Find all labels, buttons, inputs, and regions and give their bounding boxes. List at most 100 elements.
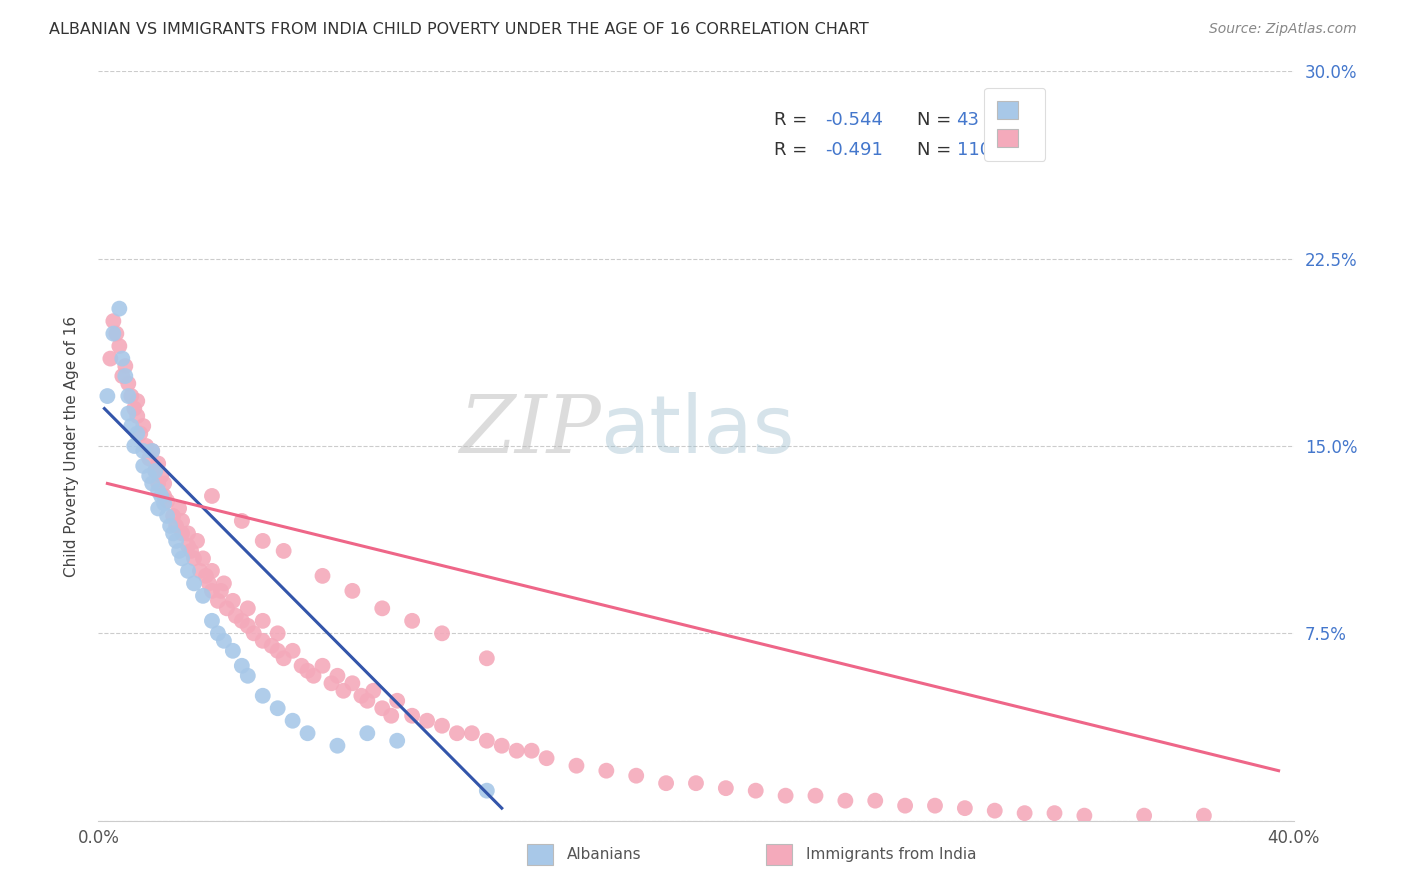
Point [207, 626, 229, 640]
Point [714, 781, 737, 796]
Point [565, 758, 588, 772]
Point [172, 514, 194, 528]
Point [475, 651, 498, 665]
Point [252, 614, 274, 628]
Point [172, 526, 194, 541]
Point [311, 658, 333, 673]
Point [1014, 806, 1036, 821]
Point [225, 608, 247, 623]
Text: R =: R = [773, 141, 813, 159]
Point [177, 539, 200, 553]
Point [201, 614, 224, 628]
Point [236, 619, 259, 633]
Point [105, 326, 128, 341]
Point [491, 739, 513, 753]
Text: 43: 43 [956, 112, 980, 129]
Point [165, 533, 187, 548]
Point [159, 519, 181, 533]
Point [356, 726, 378, 740]
Point [273, 651, 295, 665]
Point [215, 601, 238, 615]
Point [243, 626, 266, 640]
Text: -0.491: -0.491 [825, 141, 883, 159]
Point [209, 583, 232, 598]
Point [385, 733, 409, 747]
Point [356, 694, 378, 708]
Text: -0.544: -0.544 [825, 112, 883, 129]
Point [342, 583, 364, 598]
Point [114, 369, 136, 384]
Point [430, 719, 453, 733]
Point [141, 444, 163, 458]
Point [201, 489, 224, 503]
Point [165, 519, 187, 533]
Point [103, 314, 125, 328]
Point [162, 508, 184, 523]
Point [172, 551, 194, 566]
Point [222, 644, 245, 658]
Point [222, 594, 245, 608]
Point [236, 601, 259, 615]
Point [162, 526, 184, 541]
Point [416, 714, 439, 728]
Point [120, 419, 142, 434]
Point [745, 783, 768, 797]
Point [183, 576, 205, 591]
Text: ZIP: ZIP [458, 392, 600, 470]
Point [138, 451, 160, 466]
Point [117, 407, 139, 421]
Text: 110: 110 [956, 141, 990, 159]
Point [108, 301, 131, 316]
Point [148, 483, 170, 498]
Text: N =: N = [917, 112, 957, 129]
FancyBboxPatch shape [527, 845, 553, 865]
Point [231, 614, 253, 628]
Point [430, 626, 453, 640]
Point [114, 359, 136, 373]
Point [252, 533, 274, 548]
Point [252, 689, 274, 703]
Point [655, 776, 678, 790]
Y-axis label: Child Poverty Under the Age of 16: Child Poverty Under the Age of 16 [65, 316, 79, 576]
Point [127, 409, 149, 423]
Point [267, 626, 290, 640]
Point [207, 594, 229, 608]
Point [167, 544, 190, 558]
Point [401, 614, 423, 628]
Point [143, 464, 166, 478]
Text: R =: R = [773, 112, 813, 129]
Point [231, 658, 253, 673]
Point [267, 644, 290, 658]
Point [834, 794, 856, 808]
Point [156, 508, 179, 523]
Point [350, 689, 373, 703]
Point [924, 798, 946, 813]
Point [302, 669, 325, 683]
Point [135, 439, 157, 453]
Point [129, 426, 152, 441]
Point [332, 683, 354, 698]
Point [380, 708, 402, 723]
Point [804, 789, 827, 803]
Text: atlas: atlas [600, 392, 794, 470]
Point [236, 669, 259, 683]
Point [297, 664, 319, 678]
Point [281, 644, 304, 658]
Point [595, 764, 617, 778]
Point [536, 751, 558, 765]
Point [953, 801, 976, 815]
Point [111, 369, 134, 384]
Point [180, 544, 202, 558]
Point [167, 501, 190, 516]
Point [865, 794, 887, 808]
Point [385, 694, 409, 708]
Point [138, 469, 160, 483]
Point [326, 669, 349, 683]
Point [371, 601, 394, 615]
Point [342, 676, 364, 690]
Point [475, 733, 498, 747]
Point [177, 526, 200, 541]
Point [212, 576, 235, 591]
FancyBboxPatch shape [766, 845, 792, 865]
Point [446, 726, 468, 740]
